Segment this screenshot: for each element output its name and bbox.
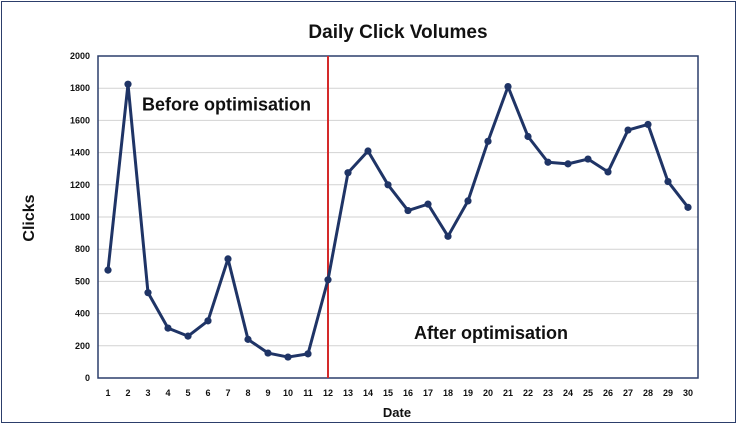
plot-area-border <box>97 55 699 379</box>
series-line <box>106 82 690 359</box>
x-tick-label: 12 <box>323 388 333 398</box>
x-tick-label: 18 <box>443 388 453 398</box>
data-point <box>344 169 352 177</box>
annotations: Before optimisation After optimisation <box>142 94 568 343</box>
chart-title: Daily Click Volumes <box>308 22 487 43</box>
data-point <box>604 168 612 176</box>
y-tick-label: 2000 <box>70 51 90 61</box>
y-axis-label: Clicks <box>21 194 38 241</box>
x-tick-label: 19 <box>463 388 473 398</box>
data-point <box>364 147 372 155</box>
data-point <box>464 197 472 205</box>
data-point <box>484 137 492 145</box>
y-tick-label: 1400 <box>70 148 90 158</box>
x-tick-label: 23 <box>543 388 553 398</box>
y-tick-label: 500 <box>75 276 90 286</box>
data-point <box>244 335 252 343</box>
x-tick-label: 27 <box>623 388 633 398</box>
data-point <box>284 353 292 361</box>
x-tick-label: 24 <box>563 388 573 398</box>
x-tick-label: 26 <box>603 388 613 398</box>
data-point <box>644 120 652 129</box>
data-point <box>164 324 172 332</box>
series-layer <box>104 80 692 361</box>
data-point <box>264 349 272 357</box>
data-point <box>324 276 332 284</box>
x-tick-label: 16 <box>403 388 413 398</box>
data-point <box>184 332 192 340</box>
data-point <box>144 289 152 297</box>
x-tick-label: 7 <box>225 388 230 398</box>
x-tick-label: 28 <box>643 388 653 398</box>
x-tick-label: 21 <box>503 388 513 398</box>
data-point <box>564 160 572 168</box>
y-tick-label: 200 <box>75 341 90 351</box>
data-point <box>444 232 452 240</box>
data-point <box>524 132 532 141</box>
data-point <box>544 158 552 166</box>
x-tick-label: 25 <box>583 388 593 398</box>
data-point <box>384 181 392 189</box>
data-point <box>204 317 212 325</box>
data-point <box>684 203 692 211</box>
x-tick-label: 10 <box>283 388 293 398</box>
x-tick-label: 1 <box>105 388 110 398</box>
y-tick-label: 1600 <box>70 115 90 125</box>
data-point <box>124 80 132 88</box>
data-point <box>404 206 412 215</box>
x-tick-label: 15 <box>383 388 393 398</box>
gridlines <box>98 87 698 347</box>
y-tick-label: 1000 <box>70 212 90 222</box>
y-tick-labels: 0 200 400 500 800 1000 1200 1400 1600 1800 2000 <box>70 51 90 383</box>
x-tick-label: 4 <box>165 388 170 398</box>
x-tick-label: 13 <box>343 388 353 398</box>
y-tick-label: 0 <box>85 373 90 383</box>
y-tick-label: 1800 <box>70 83 90 93</box>
data-point <box>424 200 432 208</box>
x-tick-label: 3 <box>145 388 150 398</box>
data-point <box>664 177 672 186</box>
data-point <box>224 255 232 263</box>
data-point <box>104 266 112 274</box>
x-axis-label: Date <box>383 405 411 420</box>
x-tick-label: 22 <box>523 388 533 398</box>
x-tick-label: 2 <box>125 388 130 398</box>
y-tick-label: 400 <box>75 309 90 319</box>
x-tick-label: 11 <box>303 388 313 398</box>
annotation-label: After optimisation <box>414 323 568 343</box>
y-tick-label: 1200 <box>70 180 90 190</box>
x-tick-labels: 1 2 3 4 5 6 7 8 9 10 11 12 13 14 15 16 17 18 19 20 21 22 23 24 2… <box>105 388 693 398</box>
annotation-label: Before optimisation <box>142 94 311 114</box>
data-point <box>504 82 512 91</box>
x-tick-label: 30 <box>683 388 693 398</box>
x-tick-label: 17 <box>423 388 433 398</box>
x-tick-label: 8 <box>245 388 250 398</box>
x-tick-label: 9 <box>265 388 270 398</box>
data-point <box>624 126 632 134</box>
x-tick-label: 14 <box>363 388 373 398</box>
data-point <box>304 350 312 358</box>
x-tick-label: 5 <box>185 388 190 398</box>
x-tick-label: 20 <box>483 388 493 398</box>
x-tick-label: 29 <box>663 388 673 398</box>
data-point <box>584 155 592 163</box>
y-tick-label: 800 <box>75 244 90 254</box>
x-tick-label: 6 <box>205 388 210 398</box>
